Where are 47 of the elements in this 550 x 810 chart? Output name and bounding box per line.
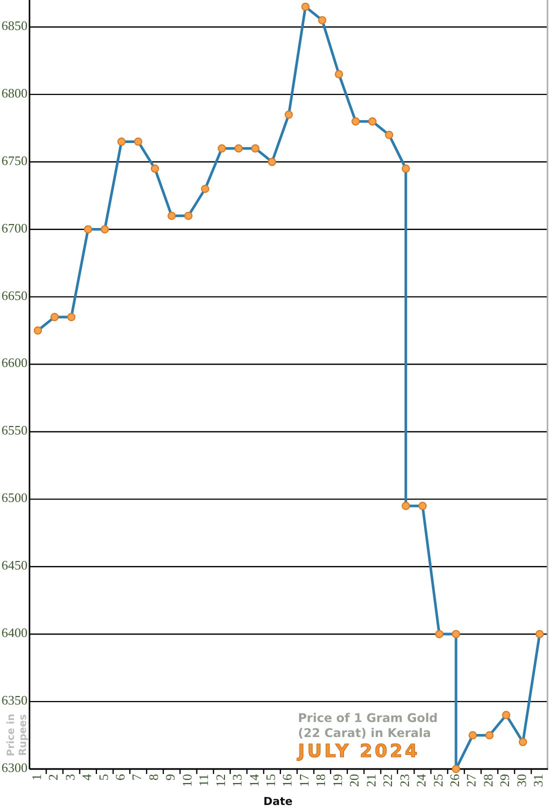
x-tick-label: 21 <box>363 774 378 787</box>
y-tick-label: 6750 <box>2 152 28 168</box>
x-tick-label: 14 <box>246 774 262 787</box>
annotation: Price of 1 Gram Gold (22 Carat) in Kerala <box>298 711 438 740</box>
x-tick-label: 18 <box>313 774 328 787</box>
x-tick-label: 26 <box>446 774 462 787</box>
x-axis-title: Date <box>263 795 293 808</box>
x-tick-label: 22 <box>380 774 396 787</box>
x-tick-label: 27 <box>464 774 479 787</box>
y-tick-label: 6650 <box>2 288 28 303</box>
x-tick-label: 31 <box>530 774 546 787</box>
x-tick-label: 15 <box>263 774 278 787</box>
x-tick-label: 29 <box>497 774 512 787</box>
x-tick-label: 2 <box>46 774 61 780</box>
y-tick-label: 6500 <box>2 490 28 506</box>
x-tick-label: 7 <box>129 774 144 780</box>
x-tick-label: 16 <box>280 774 295 787</box>
y-tick-label: 6800 <box>2 85 28 100</box>
y-tick-label: 6600 <box>2 355 28 370</box>
x-tick-label: 9 <box>162 774 178 780</box>
y-tick-label: 6700 <box>2 220 28 236</box>
y-tick-label: 6450 <box>2 558 28 573</box>
x-tick-label: 17 <box>296 774 312 787</box>
x-tick-label: 25 <box>430 774 446 787</box>
x-tick-label: 30 <box>514 774 529 787</box>
y-tick-label: 6350 <box>2 692 28 708</box>
x-tick-label: 13 <box>230 774 245 787</box>
y-tick-label: 6850 <box>2 18 28 33</box>
x-tick-label: 20 <box>346 774 362 787</box>
y-tick-label: 6400 <box>2 625 28 640</box>
x-tick-label: 5 <box>96 774 111 780</box>
x-tick-label: 6 <box>112 774 128 780</box>
y-tick-label: 6550 <box>2 422 28 438</box>
x-tick-label: 23 <box>396 774 412 787</box>
x-tick-label: 19 <box>330 774 345 787</box>
x-tick-label: 28 <box>480 774 496 787</box>
x-tick-label: 8 <box>146 774 161 780</box>
x-tick-label: 1 <box>28 774 44 780</box>
annotation: JULY 2024 <box>296 741 420 762</box>
x-tick-label: 12 <box>212 774 228 787</box>
x-tick-label: 3 <box>62 774 78 780</box>
x-tick-label: 10 <box>179 774 194 787</box>
y-tick-label: 6300 <box>2 760 28 775</box>
x-tick-label: 24 <box>414 774 429 787</box>
x-tick-label: 4 <box>79 774 94 780</box>
x-tick-label: 11 <box>196 774 212 787</box>
y-axis-title: Price in Rupees <box>6 714 29 756</box>
